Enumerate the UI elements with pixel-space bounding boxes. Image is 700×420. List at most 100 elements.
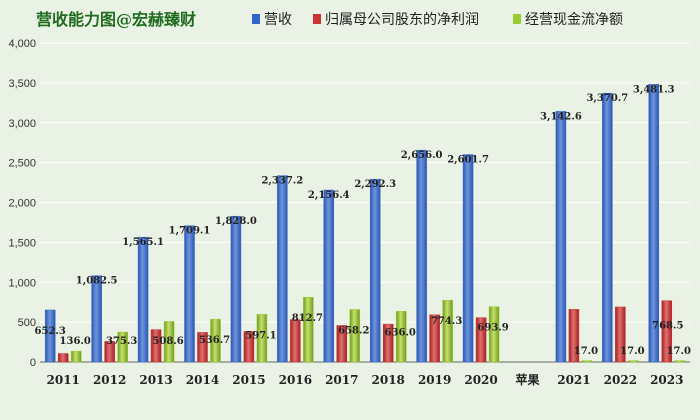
x-tick-label: 2016 (279, 373, 312, 387)
legend-label: 归属母公司股东的净利润 (325, 11, 479, 28)
legend-swatch (252, 14, 260, 24)
bar-revenue (602, 92, 613, 363)
bar-net-profit (429, 314, 440, 363)
x-tick-label: 2020 (464, 373, 497, 387)
data-label: 2,292.3 (354, 179, 396, 190)
bar-net-profit (475, 317, 487, 363)
data-label: 636.0 (385, 327, 416, 338)
y-tick-label: 1,500 (8, 237, 36, 249)
data-label: 2,656.0 (401, 150, 443, 161)
data-label: 768.5 (652, 321, 683, 332)
bar-cash-flow (303, 296, 314, 363)
chart-title: 营收能力图@宏赫臻财 (36, 10, 196, 29)
data-label: 3,370.7 (586, 93, 628, 104)
bar-cash-flow (163, 321, 175, 363)
data-label: 1,709.1 (169, 226, 211, 237)
legend: 营收 归属母公司股东的净利润 经营现金流净额 (252, 11, 623, 28)
y-tick-label: 2,000 (8, 198, 36, 210)
bar-net-profit (150, 329, 162, 363)
x-tick-label: 2011 (47, 373, 80, 387)
bar-net-profit (243, 331, 255, 363)
bar-revenue (137, 236, 149, 363)
data-label: 658.2 (338, 326, 369, 337)
legend-label: 经营现金流净额 (525, 12, 623, 28)
bar-cash-flow (395, 311, 407, 363)
data-label: 812.7 (292, 313, 323, 324)
data-label: 652.3 (35, 326, 66, 337)
bar-revenue (555, 111, 567, 363)
data-label: 136.0 (60, 336, 91, 347)
data-label: 508.6 (152, 336, 183, 347)
bar-net-profit (290, 319, 301, 363)
bar-net-profit (104, 341, 115, 363)
y-tick-label: 0 (30, 357, 36, 369)
bar-net-profit (382, 323, 394, 363)
x-tick-label: 2021 (557, 373, 590, 387)
x-tick-label: 2014 (186, 373, 219, 387)
x-tick-label: 苹果 (515, 372, 539, 387)
bar-cash-flow (117, 331, 128, 363)
bar-cash-flow (442, 299, 453, 363)
x-tick-label: 2017 (325, 373, 358, 387)
bar-revenue (369, 178, 381, 363)
y-tick-label: 3,000 (8, 118, 36, 130)
bar-cash-flow (488, 306, 500, 363)
x-axis: 2011 2012 2013 2014 2015 2016 2017 2018 2019 2020… (47, 372, 684, 387)
bars (44, 84, 686, 363)
data-label: 2,156.4 (308, 190, 350, 201)
x-tick-label: 2012 (93, 373, 126, 387)
y-axis: 0 500 1,000 1,500 2,000 2,500 3,000 3,500 4,000 (8, 38, 36, 369)
data-label: 375.3 (106, 336, 137, 347)
bar-net-profit (615, 306, 626, 363)
bar-net-profit (57, 353, 69, 363)
data-label: 17.0 (620, 346, 644, 357)
data-label: 2,337.2 (261, 176, 303, 187)
data-label: 597.1 (245, 330, 276, 341)
y-tick-label: 4,000 (8, 38, 36, 50)
bar-revenue (648, 84, 660, 363)
y-tick-label: 3,500 (8, 78, 36, 90)
data-label: 3,142.6 (540, 111, 582, 122)
legend-swatch (513, 14, 521, 24)
bar-net-profit (336, 325, 348, 363)
y-tick-label: 2,500 (8, 158, 36, 170)
data-label: 3,481.3 (633, 84, 675, 95)
bar-revenue (91, 275, 102, 363)
data-label: 1,565.1 (122, 237, 164, 248)
data-label: 536.7 (199, 335, 230, 346)
bar-revenue (323, 189, 335, 363)
bar-cash-flow (581, 360, 593, 363)
bar-cash-flow (349, 309, 361, 363)
gridlines (40, 42, 690, 363)
legend-swatch (313, 14, 321, 24)
x-tick-label: 2013 (139, 373, 172, 387)
data-label: 1,828.0 (215, 216, 257, 227)
bar-revenue (44, 309, 56, 363)
bar-net-profit (661, 300, 673, 363)
bar-cash-flow (674, 360, 686, 363)
bar-cash-flow (210, 318, 221, 363)
y-tick-label: 1,000 (8, 277, 36, 289)
x-tick-label: 2015 (232, 373, 265, 387)
x-tick-label: 2023 (650, 373, 683, 387)
x-tick-label: 2022 (604, 373, 637, 387)
bar-cash-flow (70, 350, 82, 363)
data-label: 2,601.7 (447, 155, 489, 166)
bar-net-profit (568, 309, 580, 363)
bar-revenue (184, 225, 195, 363)
bar-cash-flow (256, 314, 268, 363)
bar-revenue (230, 215, 242, 363)
data-label: 693.9 (477, 323, 508, 334)
data-label: 1,082.5 (76, 276, 118, 287)
data-label: 17.0 (574, 346, 598, 357)
data-label: 17.0 (667, 346, 691, 357)
data-label: 774.3 (431, 316, 462, 327)
bar-cash-flow (628, 360, 639, 363)
bar-revenue (277, 175, 288, 363)
bar-revenue (462, 154, 474, 363)
legend-label: 营收 (264, 12, 292, 28)
x-tick-label: 2019 (418, 373, 451, 387)
y-tick-label: 500 (18, 317, 36, 329)
